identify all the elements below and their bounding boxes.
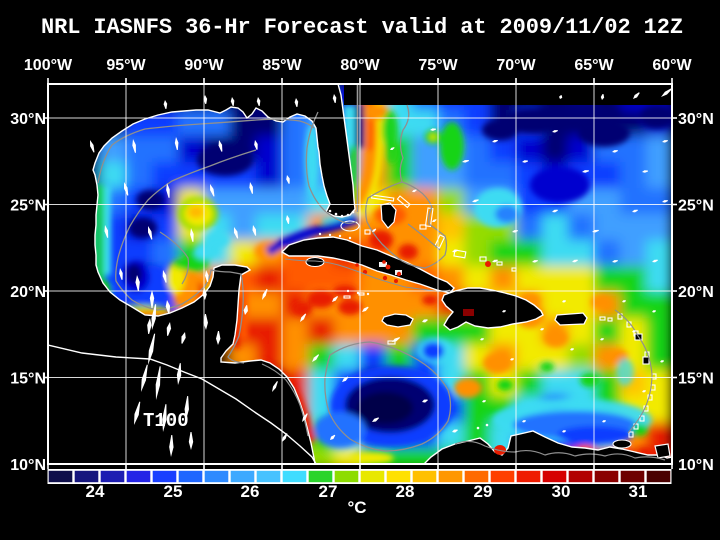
svg-text:°C: °C xyxy=(347,498,366,517)
svg-text:26: 26 xyxy=(241,482,260,501)
svg-text:65°W: 65°W xyxy=(574,57,614,74)
svg-text:10°N: 10°N xyxy=(678,457,714,474)
svg-text:15°N: 15°N xyxy=(10,371,46,388)
svg-text:30: 30 xyxy=(552,482,571,501)
svg-text:30°N: 30°N xyxy=(678,111,714,128)
svg-text:85°W: 85°W xyxy=(262,57,302,74)
svg-text:100°W: 100°W xyxy=(24,57,73,74)
svg-text:20°N: 20°N xyxy=(678,284,714,301)
svg-text:90°W: 90°W xyxy=(184,57,224,74)
svg-text:29: 29 xyxy=(474,482,493,501)
svg-text:70°W: 70°W xyxy=(496,57,536,74)
svg-text:25°N: 25°N xyxy=(10,198,46,215)
svg-text:20°N: 20°N xyxy=(10,284,46,301)
svg-text:10°N: 10°N xyxy=(10,457,46,474)
svg-text:75°W: 75°W xyxy=(418,57,458,74)
svg-text:25°N: 25°N xyxy=(678,198,714,215)
svg-text:28: 28 xyxy=(396,482,415,501)
svg-text:24: 24 xyxy=(86,482,105,501)
svg-text:60°W: 60°W xyxy=(652,57,692,74)
svg-text:31: 31 xyxy=(629,482,648,501)
svg-text:25: 25 xyxy=(164,482,183,501)
svg-text:30°N: 30°N xyxy=(10,111,46,128)
svg-text:15°N: 15°N xyxy=(678,371,714,388)
svg-text:NRL IASNFS 36-Hr Forecast val: NRL IASNFS 36-Hr Forecast valid at 2009/… xyxy=(41,15,683,40)
svg-text:T100: T100 xyxy=(143,410,189,432)
svg-text:80°W: 80°W xyxy=(340,57,380,74)
svg-text:95°W: 95°W xyxy=(106,57,146,74)
svg-text:27: 27 xyxy=(319,482,338,501)
